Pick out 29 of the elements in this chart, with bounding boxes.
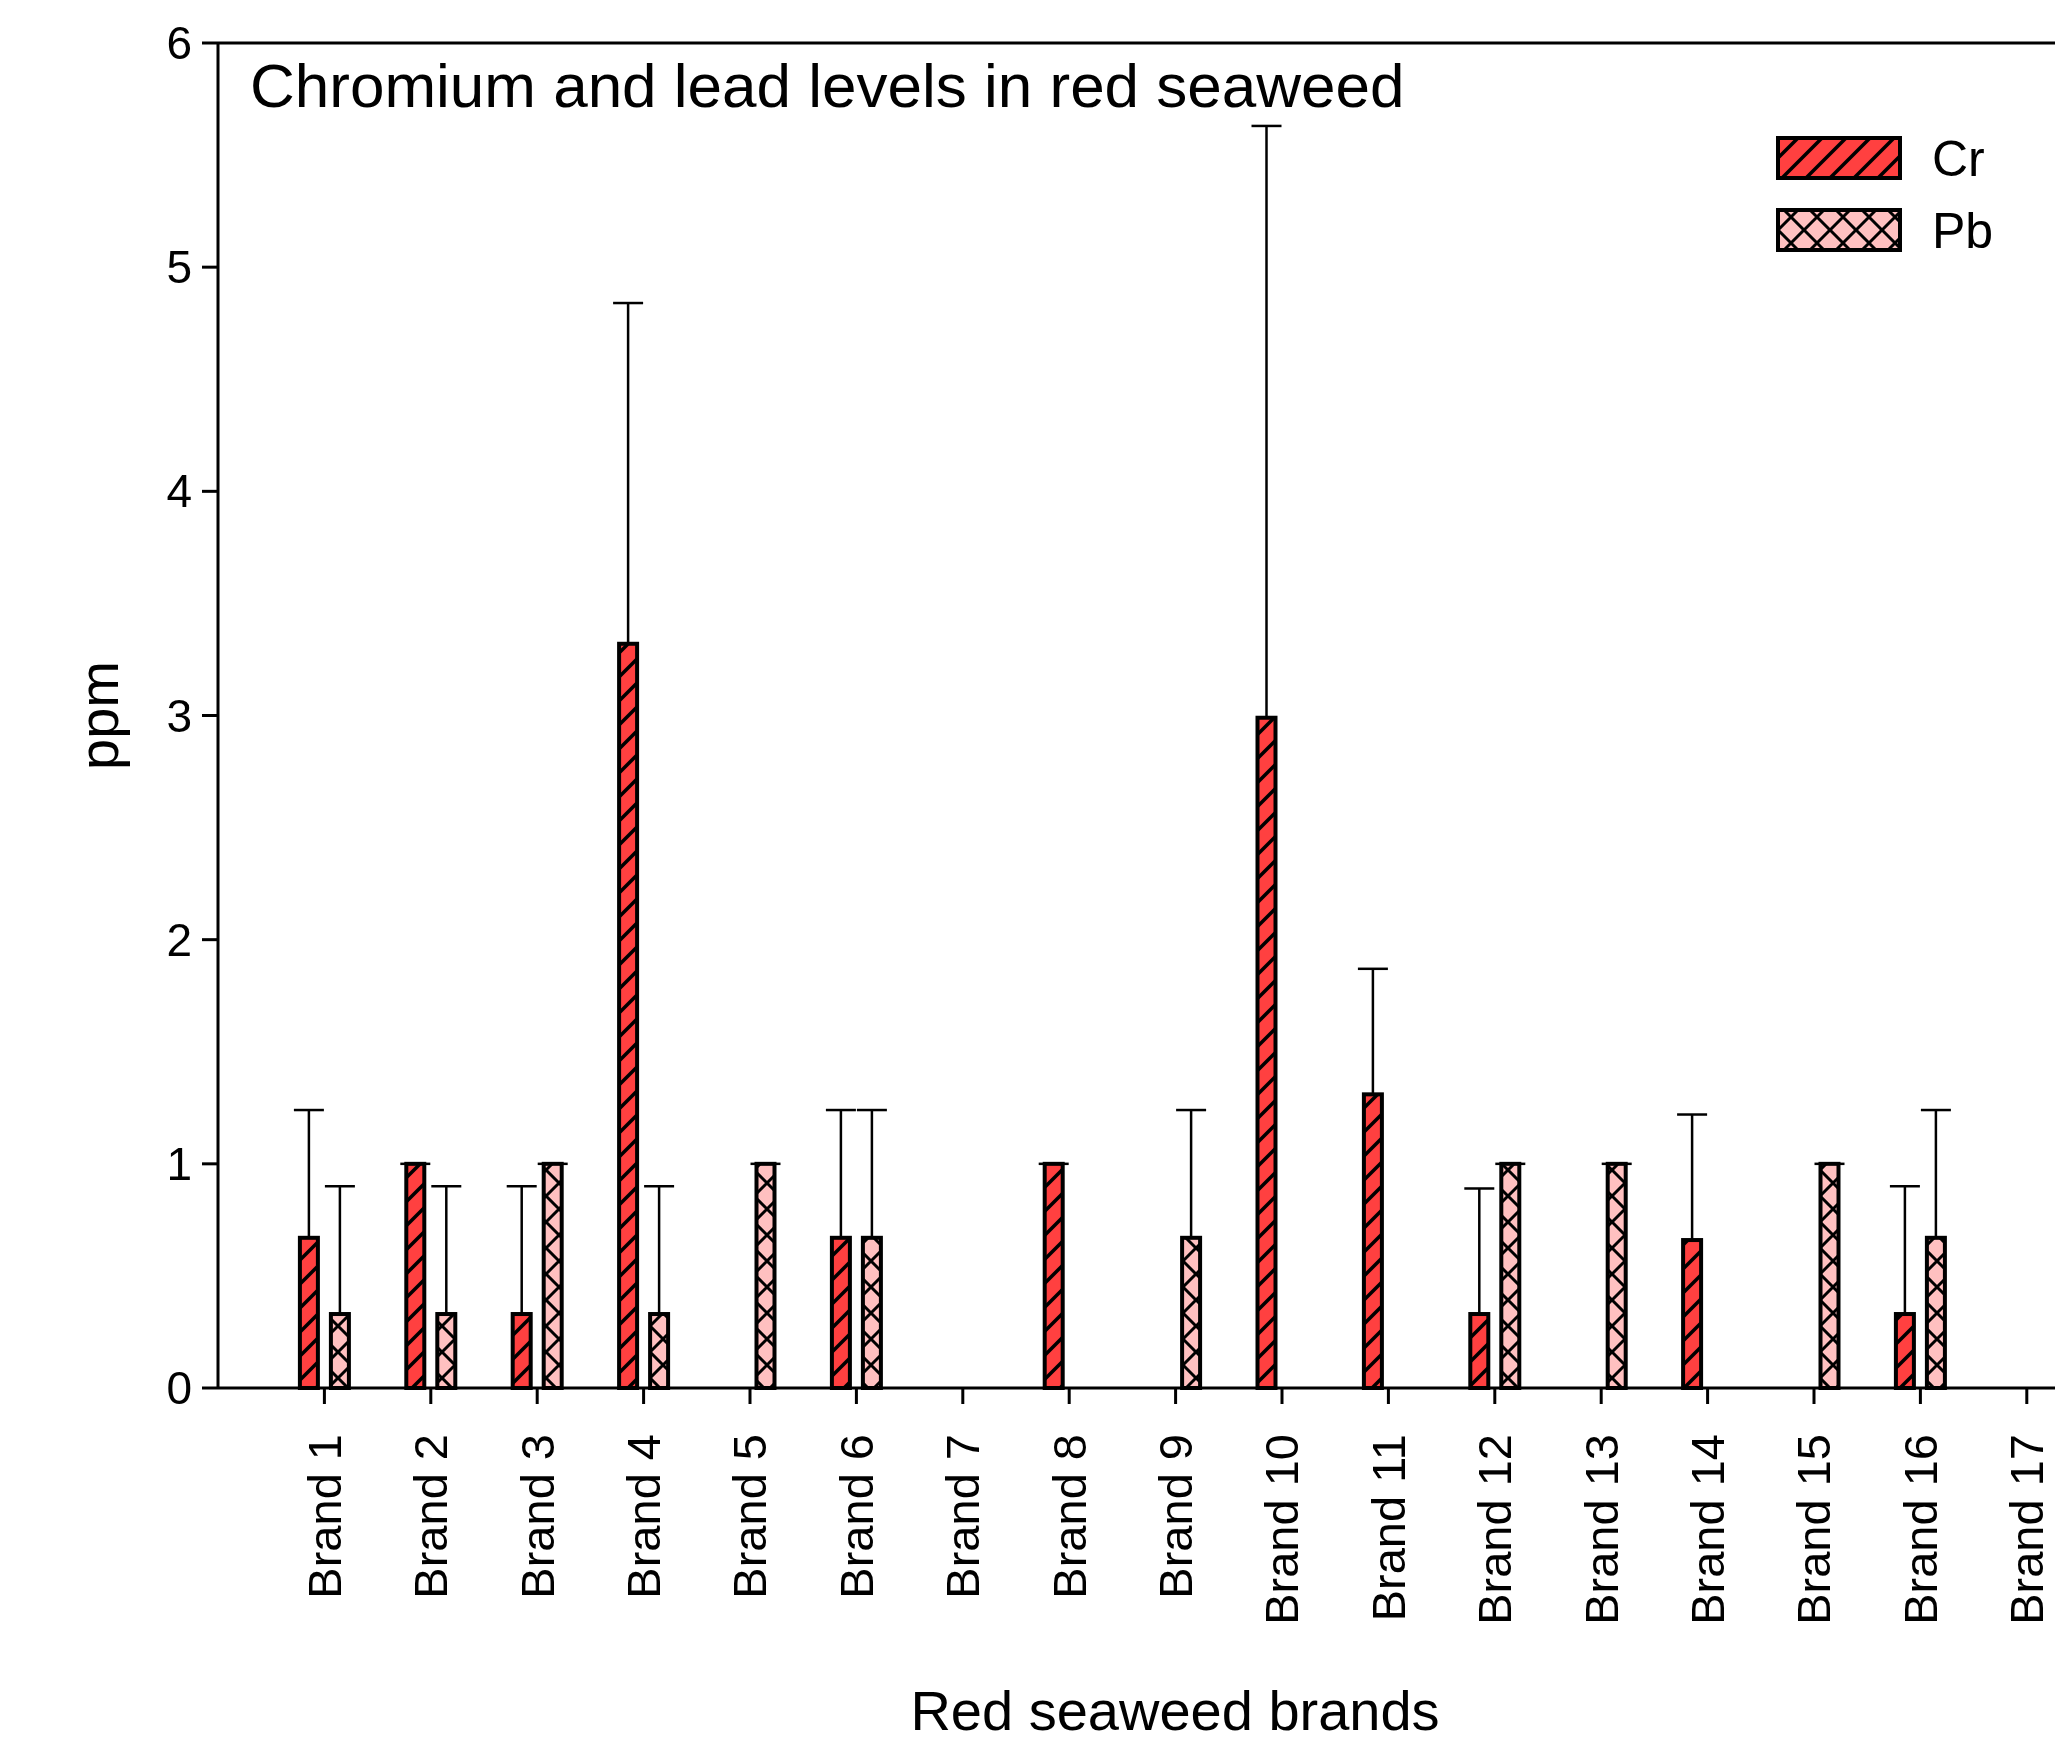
- x-tick-label: Brand 2: [404, 1434, 458, 1599]
- legend-label: Cr: [1932, 130, 1985, 187]
- x-tick-label: Brand 14: [1681, 1434, 1735, 1625]
- y-tick-label: 5: [166, 241, 192, 294]
- x-tick-label: Brand 12: [1468, 1434, 1522, 1625]
- x-tick-label: Brand 13: [1574, 1434, 1628, 1625]
- x-tick-label: Brand 17: [2000, 1434, 2054, 1625]
- x-tick-label: Brand 1: [297, 1434, 351, 1599]
- y-axis-title: ppm: [66, 661, 130, 770]
- y-tick-label: 3: [166, 689, 192, 742]
- y-tick-label: 4: [166, 465, 192, 518]
- x-tick-label: Brand 15: [1787, 1434, 1841, 1625]
- annotation: Chromium and lead levels in red seaweed: [250, 51, 1405, 120]
- x-tick-label: Brand 6: [829, 1434, 883, 1599]
- y-tick-label: 1: [166, 1137, 192, 1190]
- x-tick-label: Brand 10: [1255, 1434, 1309, 1625]
- x-tick-label: Brand 5: [723, 1434, 777, 1599]
- x-tick-label: Brand 8: [1042, 1434, 1096, 1599]
- x-axis-title: Red seaweed brands: [910, 1679, 1440, 1741]
- y-tick-label: 0: [166, 1362, 192, 1415]
- legend-label: Pb: [1932, 202, 1994, 259]
- y-tick-label: 6: [166, 17, 192, 70]
- x-tick-label: Brand 9: [1149, 1434, 1203, 1599]
- x-tick-label: Brand 11: [1361, 1434, 1415, 1622]
- y-tick-label: 2: [166, 913, 192, 966]
- x-tick-label: Brand 4: [617, 1434, 671, 1599]
- x-tick-label: Brand 7: [936, 1434, 990, 1599]
- x-tick-label: Brand 3: [510, 1434, 564, 1599]
- x-tick-label: Brand 16: [1893, 1434, 1947, 1625]
